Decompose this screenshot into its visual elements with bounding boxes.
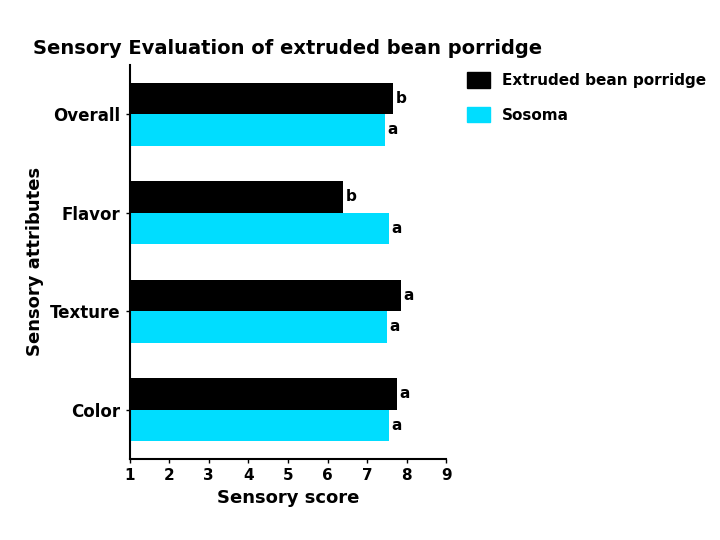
Text: a: a — [390, 319, 400, 334]
Text: a: a — [387, 123, 397, 138]
Text: b: b — [395, 91, 406, 106]
Bar — [130, 213, 389, 244]
Title: Sensory Evaluation of extruded bean porridge: Sensory Evaluation of extruded bean porr… — [33, 39, 543, 58]
X-axis label: Sensory score: Sensory score — [217, 489, 359, 507]
Bar — [130, 280, 401, 311]
Text: b: b — [346, 190, 356, 205]
Text: a: a — [403, 288, 413, 303]
Text: a: a — [400, 386, 410, 401]
Text: a: a — [392, 418, 402, 433]
Bar — [130, 181, 343, 213]
Bar — [130, 311, 387, 343]
Bar — [130, 409, 389, 441]
Text: a: a — [392, 221, 402, 236]
Bar — [130, 378, 397, 409]
Bar — [130, 114, 385, 146]
Legend: Extruded bean porridge, Sosoma: Extruded bean porridge, Sosoma — [467, 72, 706, 123]
Y-axis label: Sensory attributes: Sensory attributes — [27, 167, 45, 356]
Bar — [130, 83, 393, 114]
